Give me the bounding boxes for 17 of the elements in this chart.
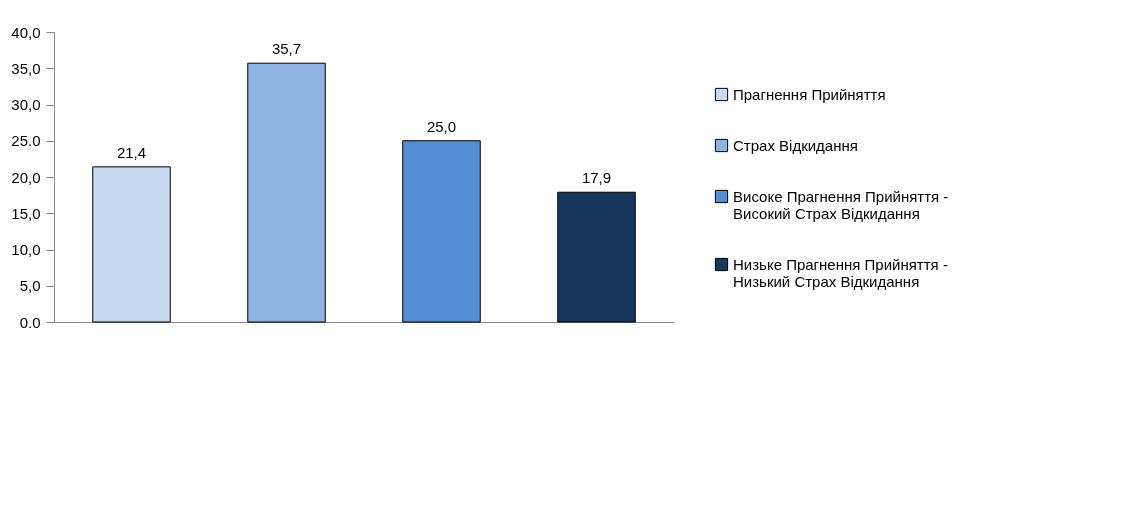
y-tick-label: 5,0 [19, 277, 41, 295]
data-label: 35,7 [271, 40, 302, 58]
data-label: 25,0 [426, 117, 457, 135]
data-label: 21,4 [116, 143, 147, 161]
legend-label: Страх Відкидання [733, 136, 858, 154]
y-tick-label: 30,0 [11, 96, 41, 113]
y-tick-label: 25.0 [11, 132, 41, 150]
legend-label: Високе Прагнення Прийняття - Високий Страх Відкидання [733, 187, 949, 222]
data-label: 17,9 [581, 169, 612, 187]
y-tick-label: 0.0 [19, 313, 41, 331]
y-tick-label: 40,0 [11, 23, 41, 41]
legend-label: Прагнення Прийняття [733, 85, 886, 103]
y-tick-label: 20,0 [11, 168, 41, 186]
legend-label: Низьке Прагнення Прийняття - Низький Страх Відкидання [733, 255, 948, 290]
y-tick-label: 35,0 [11, 59, 41, 77]
y-tick-label: 10,0 [11, 241, 41, 258]
y-tick-label: 15,0 [11, 204, 41, 222]
